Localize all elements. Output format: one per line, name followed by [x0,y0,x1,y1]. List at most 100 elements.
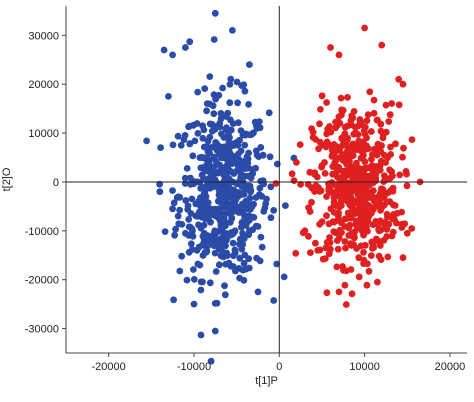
data-point-series-1 [211,327,219,335]
data-point-series-2 [341,123,349,131]
data-point-series-2 [316,120,323,128]
data-point-series-2 [370,109,378,117]
data-point-series-1 [239,266,247,274]
data-point-series-2 [334,212,342,219]
data-point-series-1 [183,276,191,284]
data-point-series-2 [363,281,371,289]
data-point-series-1 [216,205,224,212]
data-point-series-1 [241,87,249,95]
data-point-series-1 [184,202,192,210]
y-tick-label: 10000 [28,128,59,140]
data-point-series-1 [183,165,191,172]
data-point-series-1 [212,268,220,275]
data-point-series-2 [316,246,324,254]
data-point-series-2 [369,179,377,187]
data-point-series-2 [327,205,335,213]
y-tick-label: -30000 [25,324,59,336]
data-point-series-2 [305,232,312,240]
data-point-series-1 [240,235,248,243]
data-point-series-1 [211,249,219,257]
data-point-series-2 [323,289,331,297]
data-point-series-2 [321,159,328,166]
data-point-series-2 [372,170,379,178]
data-point-series-1 [233,78,241,86]
data-point-series-1 [207,218,214,226]
data-point-series-1 [245,255,253,263]
data-point-series-1 [206,133,214,141]
data-point-series-2 [363,260,371,268]
data-point-series-2 [318,218,326,226]
data-point-series-1 [199,198,207,206]
data-point-series-2 [376,241,384,249]
data-point-series-2 [345,197,353,205]
data-point-series-1 [157,144,165,152]
data-point-series-2 [341,223,349,230]
data-point-series-1 [246,173,254,181]
data-point-series-1 [143,137,151,145]
data-point-series-1 [173,194,181,201]
data-point-series-1 [169,141,177,149]
data-point-series-1 [170,199,178,207]
data-point-series-1 [204,209,212,217]
data-point-series-2 [333,263,341,271]
data-point-series-2 [323,99,330,106]
data-point-series-1 [195,221,202,229]
data-point-series-1 [207,168,215,175]
data-point-series-2 [329,163,337,171]
data-point-series-1 [235,205,242,213]
data-point-series-1 [232,197,239,204]
data-point-series-2 [369,221,377,229]
data-point-series-2 [355,187,363,195]
x-tick-label: 0 [276,361,282,373]
data-point-series-1 [200,221,208,229]
data-point-series-1 [201,237,209,245]
data-point-series-1 [245,101,253,108]
data-point-series-2 [317,187,325,195]
data-point-series-1 [160,46,168,54]
data-point-series-2 [368,238,376,246]
data-point-series-1 [231,246,239,254]
data-point-series-1 [211,9,219,17]
data-point-series-2 [365,267,373,275]
data-point-series-1 [282,202,289,210]
data-point-series-2 [351,228,358,236]
data-point-series-1 [280,273,288,281]
data-point-series-1 [197,185,205,192]
data-point-series-1 [169,205,177,213]
data-point-series-1 [261,204,269,212]
data-point-series-1 [270,297,278,304]
data-point-series-2 [290,177,298,185]
data-points [143,9,424,365]
data-point-series-1 [222,175,230,183]
data-point-series-2 [385,118,393,125]
data-point-series-2 [364,111,372,119]
data-point-series-1 [216,198,224,206]
data-point-series-2 [362,175,369,183]
data-point-series-2 [326,141,333,149]
data-point-series-2 [336,226,344,234]
y-axis-label: t[2]O [1,167,13,191]
data-point-series-1 [240,276,248,284]
data-point-series-2 [318,92,326,100]
data-point-series-1 [219,84,227,92]
data-point-series-2 [398,224,406,231]
data-point-series-1 [225,160,233,168]
data-point-series-2 [350,197,357,204]
data-point-series-1 [161,228,169,236]
data-point-series-1 [223,155,230,163]
data-point-series-1 [213,144,221,152]
data-point-series-1 [258,243,266,251]
data-point-series-2 [342,244,349,252]
data-point-series-2 [327,44,334,51]
data-point-series-1 [190,300,198,308]
data-point-series-1 [265,109,273,117]
data-point-series-2 [383,210,391,218]
data-point-series-2 [361,241,369,249]
data-point-series-1 [236,190,244,197]
data-point-series-2 [378,203,386,211]
data-point-series-1 [181,174,189,182]
data-point-series-2 [348,290,356,298]
data-point-series-1 [220,214,228,221]
data-point-series-2 [380,151,388,159]
